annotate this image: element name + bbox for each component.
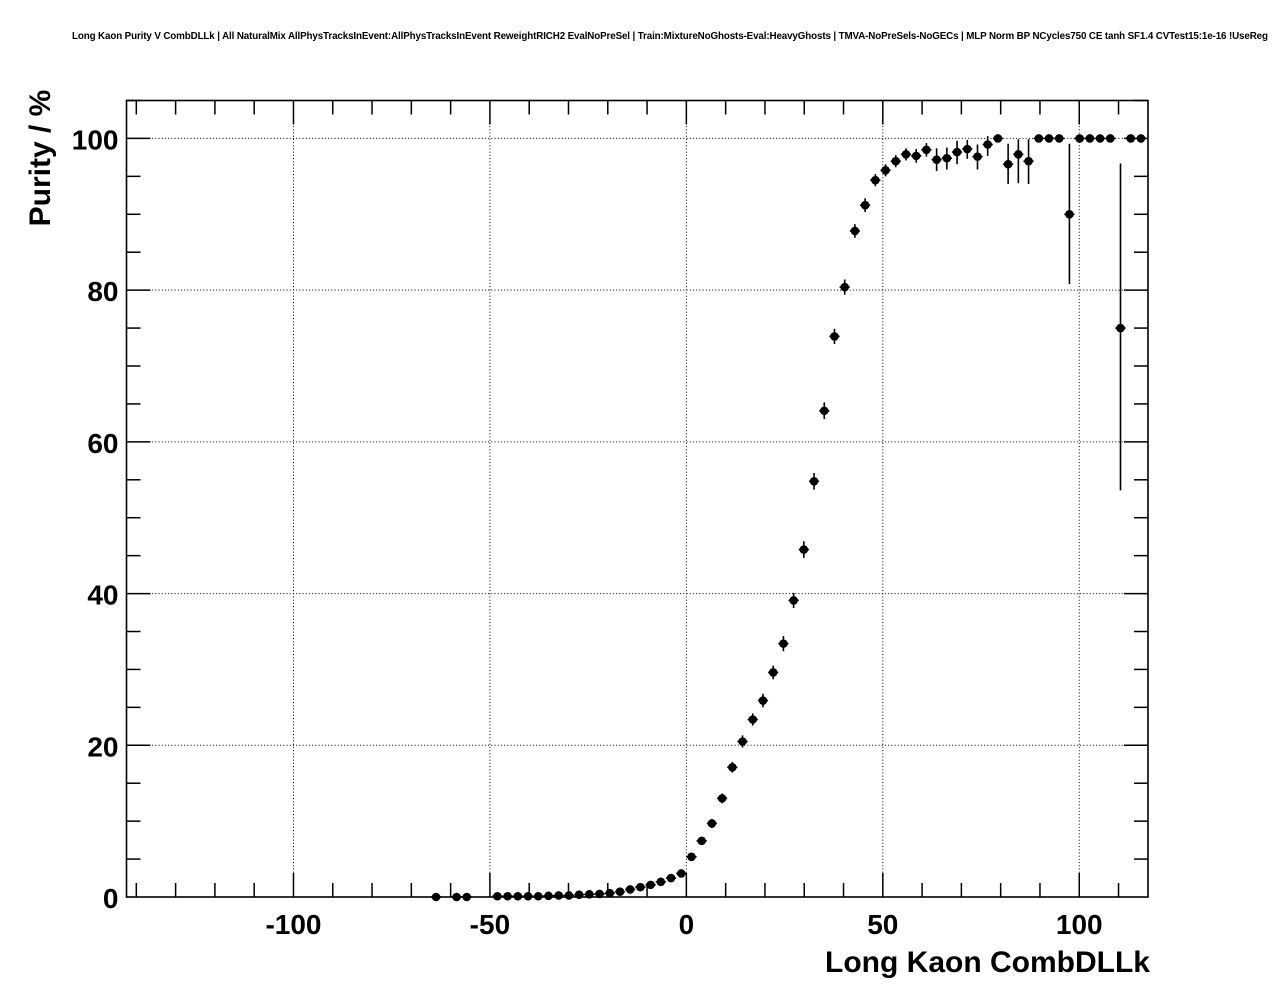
data-point [554, 891, 563, 900]
data-point [922, 145, 931, 155]
data-point [738, 737, 747, 746]
data-point [799, 545, 809, 554]
data-point [1014, 150, 1023, 159]
data-point [1034, 134, 1044, 143]
data-point [687, 852, 696, 862]
chart-generated-layer: -100 -50 0 50 100 0 20 40 60 80 100 [72, 99, 1149, 940]
data-point [860, 200, 870, 210]
data-point [462, 892, 472, 902]
data-point [779, 639, 788, 648]
x-axis-title: Long Kaon CombDLLk [825, 946, 1150, 979]
x-tick-label: -100 [265, 909, 321, 940]
data-point [717, 794, 727, 803]
data-point [666, 873, 676, 883]
data-point [840, 282, 849, 292]
data-point [585, 890, 594, 899]
data-point [983, 140, 993, 149]
data-point [758, 696, 768, 705]
data-point [615, 887, 625, 896]
data-point [881, 165, 890, 175]
data-point [1105, 134, 1115, 143]
data-point [544, 891, 553, 901]
y-tick-label: 80 [87, 276, 118, 307]
data-point [1095, 134, 1105, 143]
data-point [493, 891, 502, 901]
data-point [605, 888, 615, 898]
data-point [1075, 134, 1084, 143]
data-point [1116, 323, 1125, 333]
data-point [789, 596, 798, 605]
data-point [1085, 134, 1095, 143]
data-point [574, 890, 584, 900]
x-tick-label: 100 [1056, 909, 1103, 940]
y-tick-label: 60 [87, 428, 118, 459]
data-point [932, 155, 941, 164]
y-tick-label: 100 [72, 124, 119, 155]
data-point [768, 668, 778, 677]
data-point [656, 877, 666, 887]
plot-title: Long Kaon Purity V CombDLLk | All Natura… [72, 31, 1268, 42]
data-point [911, 151, 921, 161]
data-point [728, 762, 737, 772]
data-point [707, 819, 717, 828]
data-point [952, 147, 962, 157]
data-point [1126, 134, 1136, 143]
data-point [809, 477, 819, 486]
data-point [973, 152, 982, 161]
data-point [564, 891, 574, 900]
data-point [431, 892, 441, 902]
data-point [503, 891, 512, 901]
y-axis-title: Purity / % [24, 90, 57, 227]
data-point [636, 882, 645, 892]
data-point [993, 134, 1003, 143]
data-point [1044, 134, 1054, 143]
x-tick-label: -50 [470, 909, 510, 940]
data-point [1003, 159, 1013, 169]
data-point [533, 891, 543, 901]
data-point [962, 144, 972, 154]
data-point [676, 869, 686, 878]
y-tick-label: 0 [103, 883, 119, 914]
y-tick-label: 40 [87, 580, 118, 611]
data-point [523, 891, 533, 901]
x-tick-label: 0 [679, 909, 695, 940]
data-point [819, 406, 829, 416]
data-point [1054, 134, 1064, 143]
data-point [942, 153, 952, 163]
data-point [830, 332, 839, 341]
data-point [1136, 134, 1146, 143]
data-point [901, 150, 911, 159]
data-point [850, 226, 860, 236]
data-point [595, 889, 604, 899]
data-point [697, 836, 706, 846]
data-point [871, 175, 880, 185]
data-point [1024, 156, 1033, 166]
data-point [748, 715, 758, 724]
data-point [452, 892, 461, 902]
plot-frame [125, 99, 1149, 898]
data-point [513, 891, 523, 901]
data-point [1065, 209, 1074, 219]
data-point [646, 880, 655, 890]
x-tick-label: 50 [867, 909, 898, 940]
data-point [625, 885, 635, 894]
y-tick-label: 20 [87, 731, 118, 762]
data-point [891, 156, 901, 166]
